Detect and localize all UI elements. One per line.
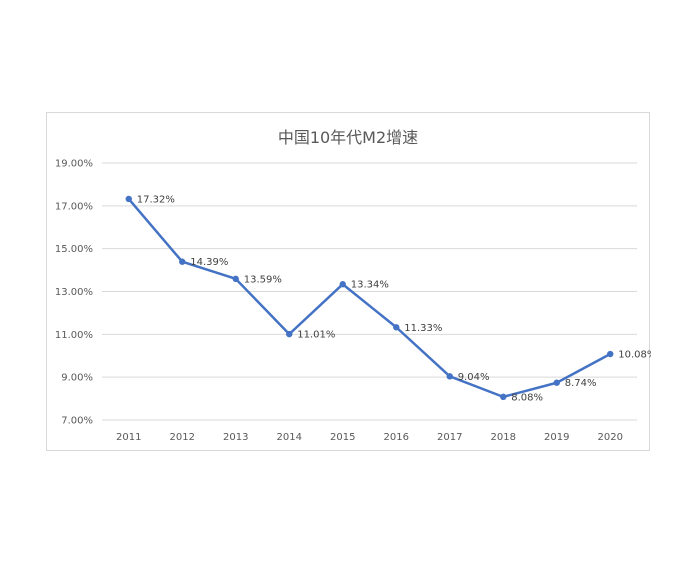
x-tick-label: 2018 [491,432,516,443]
data-label: 8.08% [511,392,543,403]
x-tick-label: 2020 [598,432,623,443]
x-tick-label: 2014 [277,432,302,443]
x-tick-label: 2019 [544,432,569,443]
data-label: 17.32% [137,194,175,205]
y-tick-label: 7.00% [61,416,93,427]
data-label: 11.01% [297,330,335,341]
y-tick-label: 9.00% [61,373,93,384]
data-point [339,281,346,288]
y-tick-label: 17.00% [55,201,93,212]
y-tick-label: 15.00% [55,244,93,255]
data-point [286,330,293,338]
data-label: 8.74% [565,378,597,389]
data-point [125,195,132,203]
data-label: 13.59% [244,274,282,285]
x-tick-label: 2011 [116,432,141,443]
y-tick-label: 13.00% [55,287,93,298]
x-tick-label: 2016 [384,432,409,443]
data-label: 13.34% [351,280,389,291]
data-label: 14.39% [190,257,228,268]
data-label: 10.08% [618,350,651,361]
series-line [127,197,612,399]
data-point [179,258,186,265]
x-tick-label: 2013 [223,432,248,443]
line-chart: 7.00% 9.00% 11.00% 13.00% 15.00% 17.00% 19.00%… [55,159,651,444]
chart-frame: 中国10年代M2增速 7.00% 9.00% 11.00% 13.00% 15.00% 1… [46,112,651,451]
x-tick-label: 2015 [330,432,355,443]
x-tick-label: 2012 [170,432,195,443]
data-point [500,393,507,401]
data-point [393,324,400,331]
data-point [607,350,614,358]
data-label: 11.33% [404,323,442,334]
data-point [553,379,560,386]
y-tick-label: 11.00% [55,330,93,341]
x-tick-label: 2017 [437,432,462,443]
chart-title: 中国10年代M2增速 [277,128,419,147]
data-point [232,275,239,283]
data-point [446,373,453,380]
data-label: 9.04% [458,372,490,383]
y-tick-label: 19.00% [55,159,93,170]
